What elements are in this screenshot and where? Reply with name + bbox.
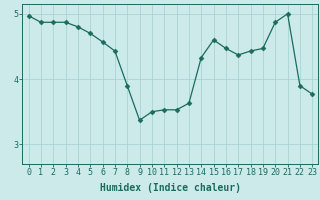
X-axis label: Humidex (Indice chaleur): Humidex (Indice chaleur) [100,183,241,193]
